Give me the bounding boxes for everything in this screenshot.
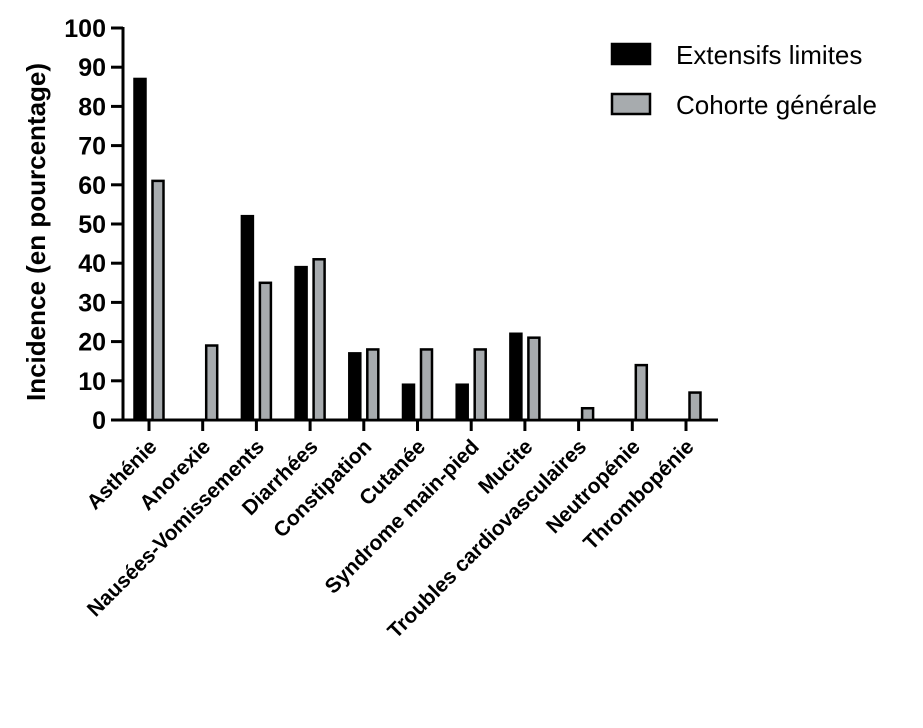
- bar-cohorte-generale: [688, 391, 702, 422]
- bar-extensifs-limites: [294, 265, 308, 422]
- legend-label: Cohorte générale: [676, 90, 877, 120]
- category-labels: AsthénieAnorexieNausées-VomissementsDiar…: [83, 435, 699, 643]
- y-tick-label: 60: [78, 172, 106, 200]
- legend: Extensifs limites Cohorte générale: [610, 40, 877, 120]
- legend-swatch: [610, 92, 652, 116]
- bar-cohorte-generale: [634, 363, 649, 422]
- bar-cohorte-generale: [366, 348, 380, 422]
- bar-cohorte-generale: [580, 406, 595, 422]
- y-axis-title: Incidence (en pourcentage): [21, 63, 51, 401]
- y-tick-label: 40: [78, 250, 106, 278]
- y-tick-label: 90: [78, 54, 106, 82]
- bar-cohorte-generale: [473, 348, 487, 422]
- bar-cohorte-generale: [527, 336, 541, 422]
- y-tick-label: 20: [78, 329, 106, 357]
- y-tick-label: 80: [78, 93, 106, 121]
- bar-extensifs-limites: [455, 383, 469, 422]
- y-tick-label: 0: [92, 407, 106, 435]
- y-tick-label: 10: [78, 368, 106, 396]
- y-tick-label: 30: [78, 289, 106, 317]
- legend-swatch: [610, 42, 652, 66]
- bar-extensifs-limites: [240, 214, 255, 422]
- bars: [133, 77, 702, 422]
- bar-cohorte-generale: [204, 344, 219, 422]
- bar-cohorte-generale: [151, 179, 165, 422]
- bar-cohorte-generale: [419, 348, 434, 422]
- x-axis: [123, 418, 718, 431]
- bar-cohorte-generale: [312, 258, 326, 422]
- y-tick-label: 70: [78, 133, 106, 161]
- bar-extensifs-limites: [348, 352, 362, 422]
- category-label: Neutropénie: [542, 435, 645, 538]
- legend-label: Extensifs limites: [676, 40, 862, 70]
- bar-cohorte-generale: [258, 281, 273, 422]
- y-tick-label: 100: [64, 15, 106, 43]
- y-tick-label: 50: [78, 211, 106, 239]
- bar-extensifs-limites: [401, 383, 416, 422]
- bar-extensifs-limites: [133, 77, 147, 422]
- bar-extensifs-limites: [509, 332, 523, 422]
- y-axis: 0 10 20 30 40 50 60 70 80 90 100: [64, 15, 125, 435]
